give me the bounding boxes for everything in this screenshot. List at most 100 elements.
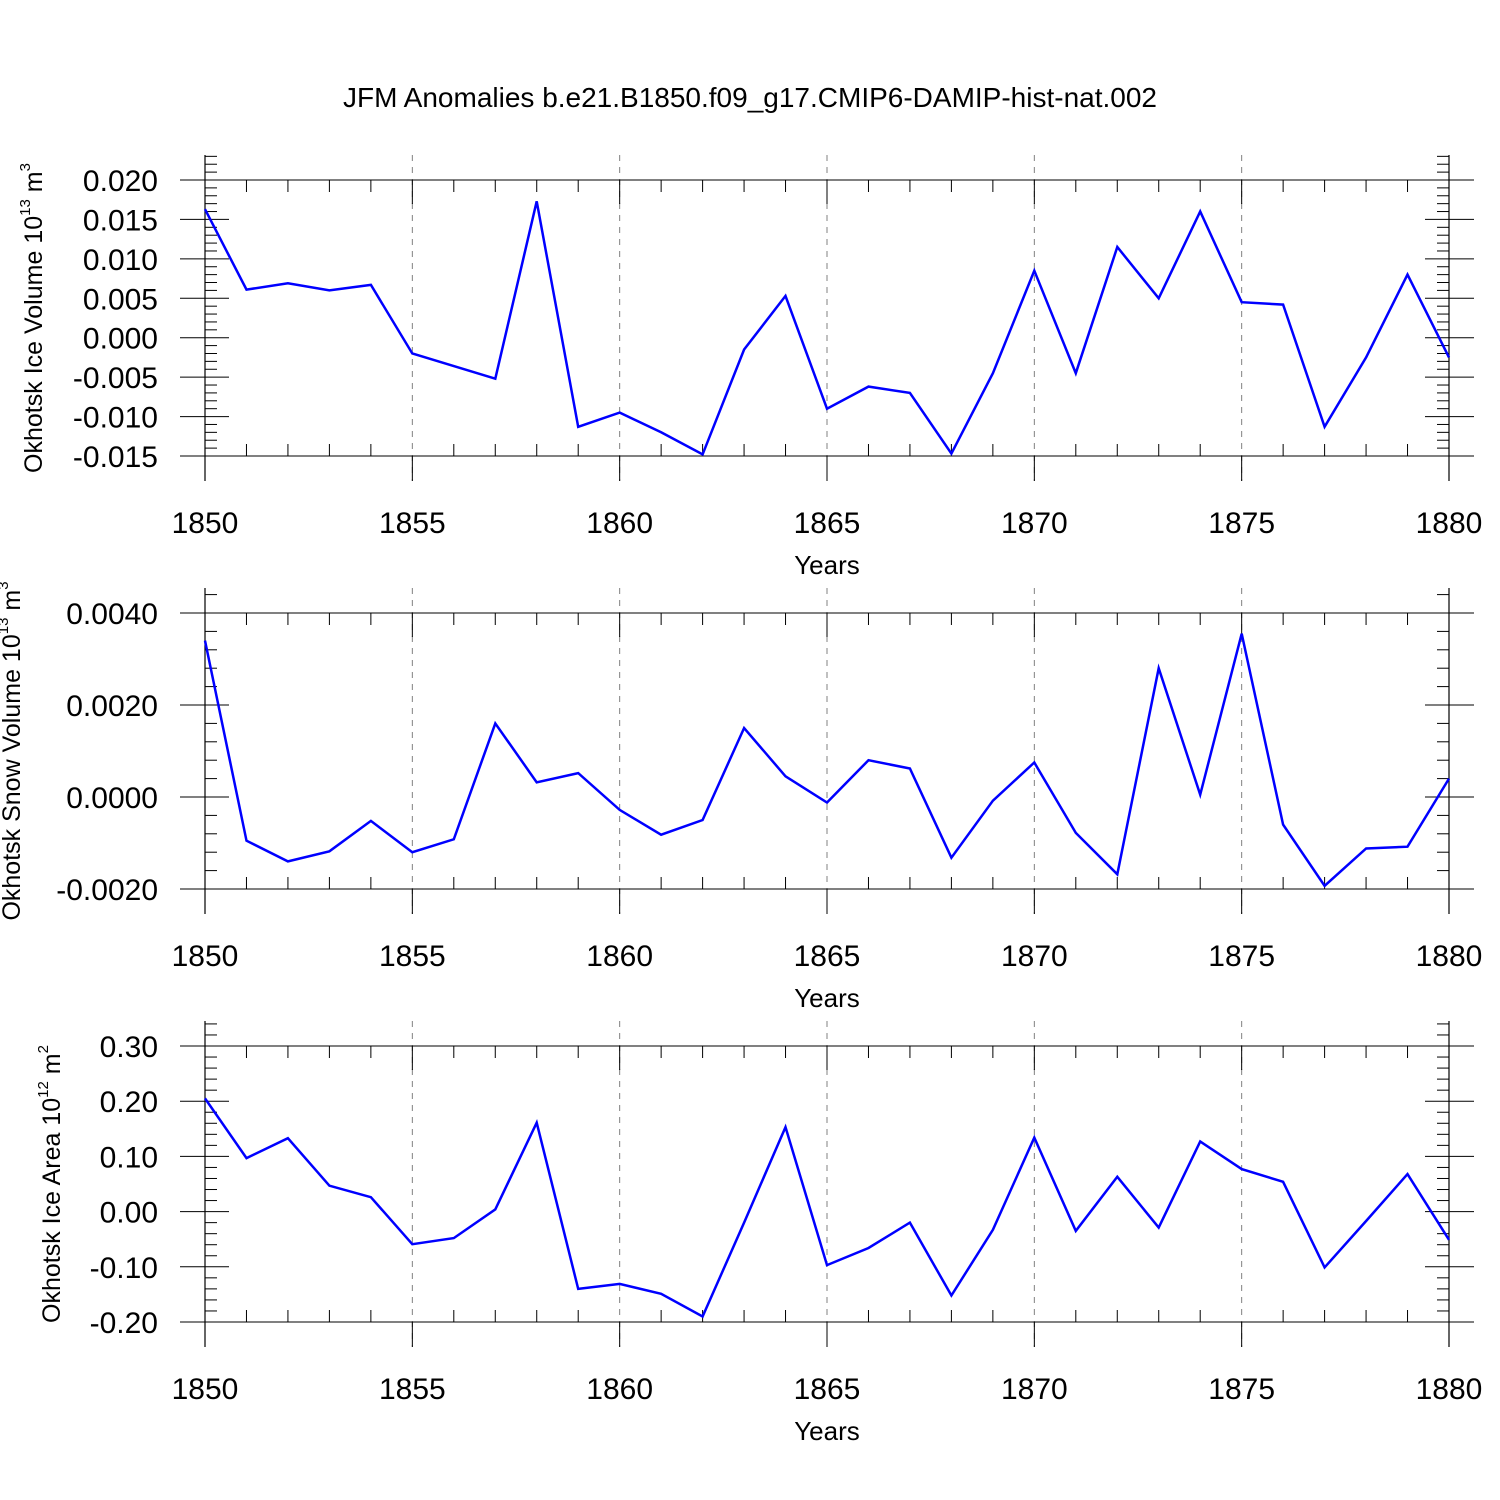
- data-point: [1406, 845, 1409, 848]
- data-point: [577, 772, 580, 775]
- data-point: [991, 1228, 994, 1231]
- data-point: [660, 431, 663, 434]
- y-tick-label: -0.10: [90, 1252, 158, 1285]
- data-point: [1406, 1173, 1409, 1176]
- x-tick-label: 1870: [1001, 940, 1068, 973]
- data-point: [1448, 1238, 1451, 1241]
- data-point: [535, 1121, 538, 1124]
- data-point: [1074, 372, 1077, 375]
- data-point: [1116, 873, 1119, 876]
- data-point: [577, 1287, 580, 1290]
- data-point: [204, 639, 207, 642]
- data-point: [328, 289, 331, 292]
- data-point: [245, 1157, 248, 1160]
- y-axis-title: Okhotsk Ice Area 1012 m2: [35, 1045, 66, 1323]
- data-point: [452, 838, 455, 841]
- ice-area-panel: -0.20 -0.10 0.00 0.10 0.20 0.30 1850 1855 1860 18…: [35, 1021, 1482, 1446]
- data-point: [743, 1221, 746, 1224]
- data-point: [826, 1264, 829, 1267]
- data-point: [618, 808, 621, 811]
- x-tick-label: 1855: [379, 940, 446, 973]
- data-point: [908, 767, 911, 770]
- data-point: [1199, 210, 1202, 213]
- x-tick-label: 1855: [379, 1373, 446, 1406]
- data-point: [494, 1208, 497, 1211]
- data-point: [784, 294, 787, 297]
- data-point: [908, 391, 911, 394]
- data-point: [369, 283, 372, 286]
- data-point: [328, 850, 331, 853]
- x-tick-label: 1850: [172, 940, 239, 973]
- x-tick-label: 1865: [794, 507, 861, 540]
- y-tick-label: 0.0000: [66, 782, 158, 815]
- data-point: [826, 407, 829, 410]
- data-point: [867, 1247, 870, 1250]
- data-point: [535, 781, 538, 784]
- chart-title: JFM Anomalies b.e21.B1850.f09_g17.CMIP6-…: [343, 82, 1157, 113]
- y-tick-label: 0.30: [100, 1031, 158, 1064]
- x-tick-label: 1860: [586, 940, 653, 973]
- x-axis-title: Years: [794, 983, 860, 1013]
- data-point: [452, 365, 455, 368]
- y-tick-label: 0.20: [100, 1086, 158, 1119]
- data-point: [784, 1126, 787, 1129]
- data-point: [204, 208, 207, 211]
- data-point: [1157, 667, 1160, 670]
- snow-volume-panel: -0.0020 0.0000 0.0020 0.0040 1850 1855 1860 186…: [0, 581, 1482, 1013]
- data-point: [535, 200, 538, 203]
- ice-volume-panel: -0.015 -0.010 -0.005 0.000 0.005 0.010 0.015 0.…: [17, 155, 1482, 580]
- x-tick-label: 1870: [1001, 507, 1068, 540]
- y-tick-label: 0.0040: [66, 598, 158, 631]
- x-tick-label: 1865: [794, 1373, 861, 1406]
- data-point: [1323, 425, 1326, 428]
- data-point: [1033, 761, 1036, 764]
- data-point: [826, 801, 829, 804]
- data-point: [950, 1294, 953, 1297]
- data-point: [1033, 269, 1036, 272]
- data-point: [286, 1137, 289, 1140]
- data-point: [867, 759, 870, 762]
- data-point: [1157, 1226, 1160, 1229]
- data-point: [1199, 1140, 1202, 1143]
- data-point: [204, 1097, 207, 1100]
- data-point: [701, 453, 704, 456]
- data-point: [286, 282, 289, 285]
- y-axis-title: Okhotsk Ice Volume 1013 m3: [17, 163, 48, 473]
- data-point: [1240, 301, 1243, 304]
- data-point: [1074, 831, 1077, 834]
- y-tick-label: 0.10: [100, 1141, 158, 1174]
- data-point: [784, 775, 787, 778]
- data-point: [743, 727, 746, 730]
- x-tick-label: 1880: [1416, 507, 1483, 540]
- x-tick-label: 1875: [1208, 507, 1275, 540]
- data-point: [743, 348, 746, 351]
- data-point: [618, 1282, 621, 1285]
- data-point: [494, 377, 497, 380]
- data-point: [618, 411, 621, 414]
- x-axis-title: Years: [794, 550, 860, 580]
- data-point: [1406, 273, 1409, 276]
- data-point: [660, 833, 663, 836]
- y-tick-label: -0.010: [73, 402, 158, 435]
- x-tick-label: 1865: [794, 940, 861, 973]
- y-tick-label: 0.020: [83, 165, 158, 198]
- x-tick-label: 1875: [1208, 1373, 1275, 1406]
- data-point: [286, 860, 289, 863]
- data-point: [1282, 823, 1285, 826]
- data-point: [1074, 1229, 1077, 1232]
- data-point: [991, 372, 994, 375]
- data-point: [1116, 1175, 1119, 1178]
- series-line: [203, 633, 1451, 888]
- x-tick-label: 1880: [1416, 940, 1483, 973]
- data-point: [950, 452, 953, 455]
- y-tick-label: 0.0020: [66, 690, 158, 723]
- data-point: [1157, 297, 1160, 300]
- y-tick-label: 0.00: [100, 1197, 158, 1230]
- series-line: [203, 201, 1451, 457]
- x-tick-label: 1855: [379, 507, 446, 540]
- x-tick-label: 1850: [172, 507, 239, 540]
- data-point: [411, 352, 414, 355]
- data-point: [867, 385, 870, 388]
- x-tick-label: 1860: [586, 507, 653, 540]
